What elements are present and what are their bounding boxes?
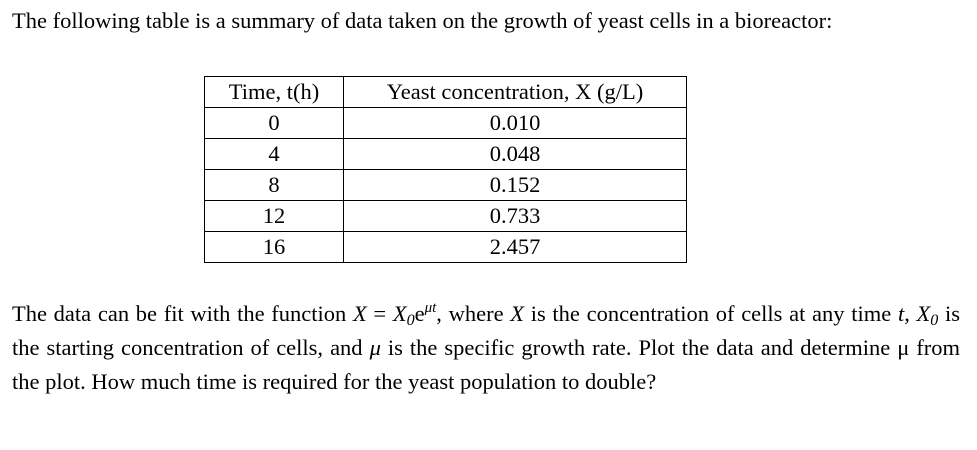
exponent-mu-t: μt (424, 300, 437, 316)
cell-time: 16 (204, 231, 344, 263)
question-text-2: , where (436, 301, 511, 326)
question-text-5: is the starting concentration of cells, … (12, 301, 960, 360)
table-header-row: Time, t(h) Yeast concentration, X (g/L) (204, 76, 687, 108)
question-text-4: , (904, 301, 917, 326)
cell-concentration: 2.457 (343, 231, 687, 263)
cell-concentration: 0.152 (343, 169, 687, 201)
table-row: 0 0.010 (204, 107, 687, 139)
exp-base: e (414, 301, 425, 326)
var-x0-2: X (916, 301, 931, 326)
var-x-2: X (510, 301, 525, 326)
cell-concentration: 0.048 (343, 138, 687, 170)
cell-time: 8 (204, 169, 344, 201)
var-x: X (352, 301, 367, 326)
intro-paragraph: The following table is a summary of data… (12, 4, 960, 38)
header-time: Time, t(h) (204, 76, 344, 108)
yeast-growth-table: Time, t(h) Yeast concentration, X (g/L) … (204, 76, 687, 263)
question-paragraph: The data can be fit with the function X … (12, 297, 960, 399)
equals-sign: = (366, 301, 393, 326)
question-text-6: is the specific growth rate. Plot the da… (12, 335, 961, 394)
var-x0-subscript: 0 (406, 312, 415, 329)
question-text-1: The data can be fit with the function (12, 301, 353, 326)
table-row: 8 0.152 (204, 169, 687, 201)
cell-time: 4 (204, 138, 344, 170)
cell-concentration: 0.733 (343, 200, 687, 232)
table-row: 4 0.048 (204, 138, 687, 170)
cell-time: 0 (204, 107, 344, 139)
table-row: 16 2.457 (204, 231, 687, 263)
intro-text: The following table is a summary of data… (12, 8, 833, 33)
var-t: t (897, 301, 905, 326)
var-x0-2-subscript: 0 (930, 312, 939, 329)
header-concentration: Yeast concentration, X (g/L) (343, 76, 687, 108)
var-mu: μ (369, 335, 381, 360)
cell-concentration: 0.010 (343, 107, 687, 139)
question-text-3: is the concentration of cells at any tim… (524, 301, 898, 326)
var-x0: X (392, 301, 407, 326)
cell-time: 12 (204, 200, 344, 232)
table-row: 12 0.733 (204, 200, 687, 232)
